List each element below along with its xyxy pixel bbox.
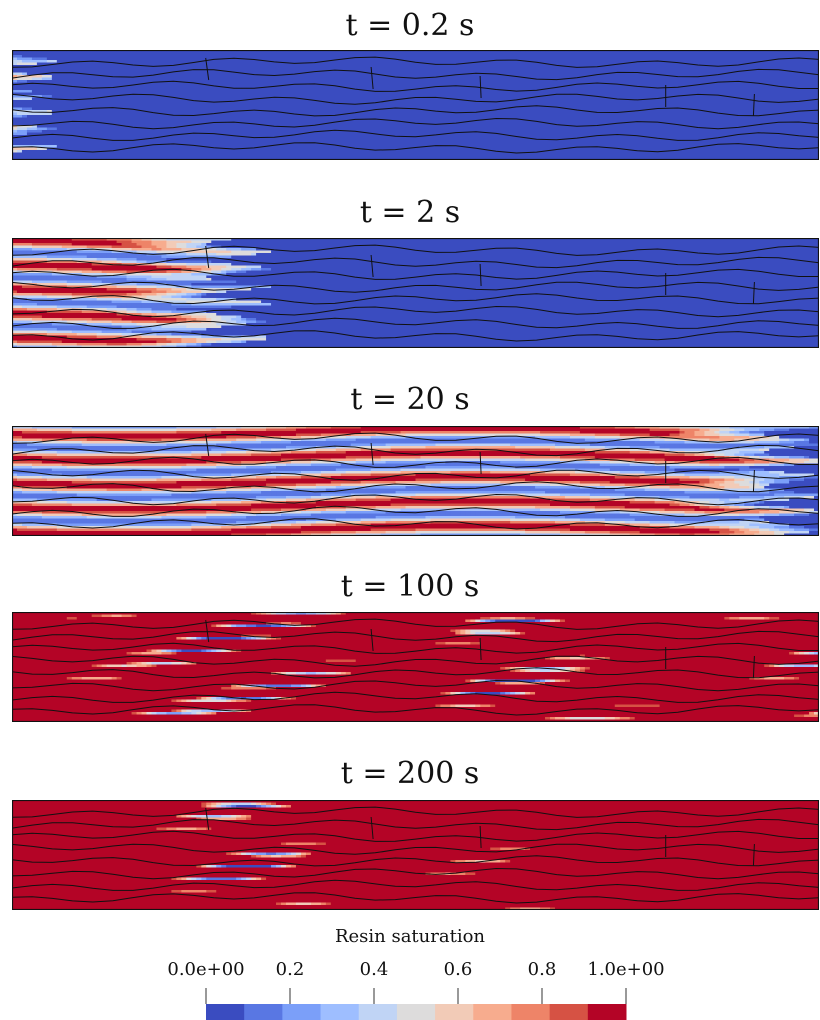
colorbar-swatch <box>244 1004 283 1020</box>
saturation-field-t-100 <box>12 612 819 722</box>
colorbar-tick-label: 1.0e+00 <box>587 959 664 980</box>
colorbar-swatch <box>358 1004 398 1020</box>
colorbar-swatch <box>206 1004 245 1020</box>
saturation-cells <box>12 800 819 910</box>
colorbar-swatch <box>473 1004 512 1020</box>
colorbar-swatch <box>435 1004 474 1020</box>
saturation-field-t-0-2 <box>12 50 819 160</box>
panel-border <box>12 50 819 160</box>
saturation-cells <box>12 238 819 348</box>
colorbar-swatch <box>396 1004 436 1020</box>
colorbar-swatch <box>511 1004 551 1020</box>
colorbar-swatch <box>587 1004 627 1020</box>
panel-title-t-200: t = 200 s <box>0 756 820 792</box>
panel-title-t-0-2: t = 0.2 s <box>0 8 820 44</box>
colorbar-swatch <box>549 1004 589 1020</box>
colorbar-tick-label: 0.8 <box>528 959 557 980</box>
panel-border <box>12 800 819 910</box>
panel-title-t-20: t = 20 s <box>0 382 820 418</box>
panel-border <box>12 238 819 348</box>
panel-title-t-2: t = 2 s <box>0 195 820 231</box>
tow-boundaries <box>12 806 819 904</box>
tow-boundaries <box>12 432 819 530</box>
tow-boundaries <box>12 244 819 342</box>
colorbar-title: Resin saturation <box>0 926 820 947</box>
colorbar-tick-label: 0.0e+00 <box>167 959 244 980</box>
colorbar-tick-label: 0.6 <box>444 959 473 980</box>
saturation-cells <box>12 50 819 160</box>
saturation-cells <box>12 426 819 536</box>
panel-border <box>12 612 819 722</box>
colorbar-tick-label: 0.4 <box>360 959 389 980</box>
colorbar-swatch <box>320 1004 360 1020</box>
colorbar-tick-label: 0.2 <box>276 959 305 980</box>
saturation-field-t-2 <box>12 238 819 348</box>
saturation-field-t-200 <box>12 800 819 910</box>
panel-border <box>12 426 819 536</box>
colorbar-swatch <box>282 1004 322 1020</box>
saturation-field-t-20 <box>12 426 819 536</box>
panel-title-t-100: t = 100 s <box>0 569 820 605</box>
colorbar <box>205 988 627 1020</box>
saturation-cells <box>12 612 819 722</box>
tow-boundaries <box>12 56 819 154</box>
tow-boundaries <box>12 618 819 716</box>
